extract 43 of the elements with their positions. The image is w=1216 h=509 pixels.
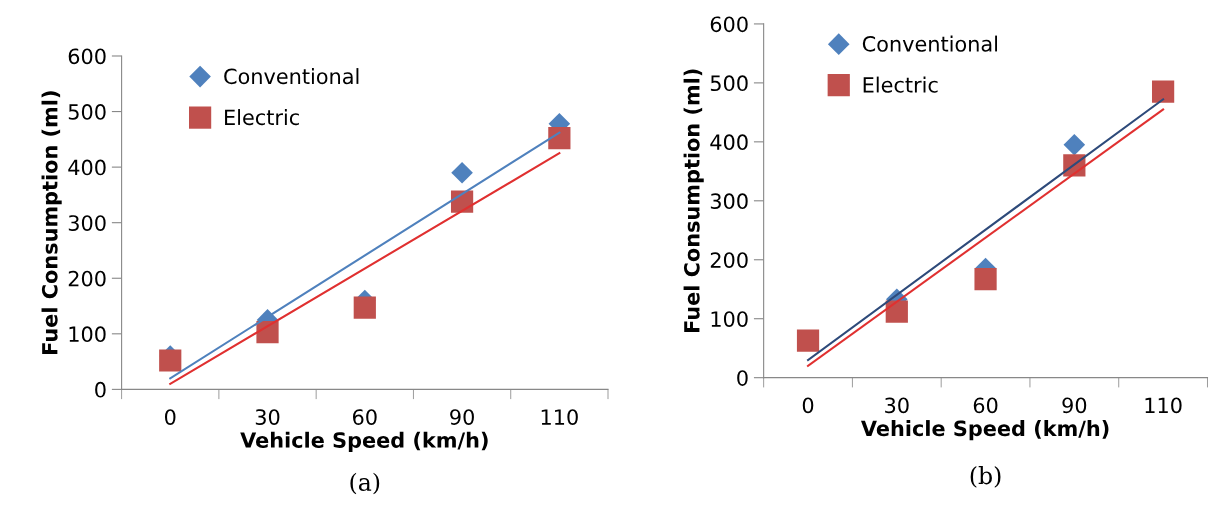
legend-label: Electric	[225, 109, 299, 126]
text: (a)	[350, 472, 380, 495]
y-axis-title: Fuel Consumption (ml)	[41, 91, 62, 354]
y-tick-label: 0	[95, 381, 106, 398]
point	[1063, 133, 1086, 156]
y-tick-label: 500	[68, 104, 106, 120]
point	[159, 349, 182, 372]
y-tick-label: 400	[68, 159, 106, 176]
x-tick-label: 0	[164, 409, 176, 425]
y-tick-label: 600	[68, 48, 106, 65]
x-tick-label: 90	[1062, 397, 1087, 414]
point	[974, 268, 997, 291]
y-tick-label: 200	[68, 270, 106, 287]
point	[451, 161, 473, 184]
legend-label: Conventional	[224, 68, 359, 85]
y-tick-label: 100	[69, 326, 106, 343]
y-tick-label: 0	[737, 370, 748, 386]
y-tick-label: 300	[68, 215, 106, 231]
legend-label: Electric	[863, 76, 938, 93]
point	[796, 329, 820, 352]
y-tick-label: 100	[711, 311, 748, 327]
x-tick-label: 30	[255, 409, 280, 425]
point	[885, 300, 908, 323]
x-tick-label: 30	[885, 397, 909, 414]
x-tick-label: 0	[802, 397, 814, 414]
point	[548, 127, 571, 150]
y-tick-label: 600	[710, 16, 748, 33]
y-tick-label: 500	[710, 75, 748, 92]
y-tick-label: 300	[710, 193, 748, 210]
x-tick-label: 60	[353, 409, 377, 425]
point	[353, 296, 376, 319]
legend-label: Conventional	[862, 35, 998, 52]
x-tick-label: 90	[450, 409, 474, 425]
y-axis-title: Fuel Consumption (ml)	[683, 69, 704, 332]
text: (b)	[970, 466, 1001, 488]
x-tick-label: 110	[1145, 397, 1182, 414]
x-tick-label: 60	[973, 397, 998, 414]
y-tick-label: 200	[710, 252, 748, 268]
point	[1151, 80, 1175, 103]
x-tick-label: 110	[541, 409, 578, 425]
x-axis-title: Vehicle Speed (km/h)	[861, 420, 1109, 441]
x-axis-title: Vehicle Speed (km/h)	[240, 431, 488, 452]
y-tick-label: 400	[710, 134, 748, 151]
